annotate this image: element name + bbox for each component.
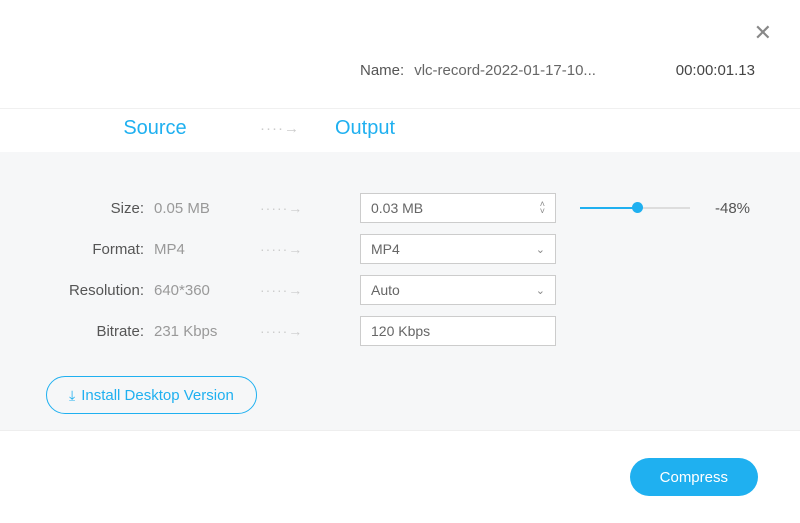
arrow-icon: ·····→ [260,282,360,298]
format-output-value: MP4 [371,241,400,257]
resolution-output-value: Auto [371,282,400,298]
bitrate-row: Bitrate: 231 Kbps ·····→ 120 Kbps [0,311,800,351]
format-output-select[interactable]: MP4 ⌄ [360,234,556,264]
source-header: Source [90,117,220,140]
download-icon: ⤓ [69,387,75,404]
format-source-value: MP4 [150,241,260,258]
output-header: Output [335,117,395,140]
slider-fill [580,207,637,209]
compress-button[interactable]: Compress [630,458,758,496]
resolution-source-value: 640*360 [150,282,260,299]
arrow-icon: ·····→ [260,323,360,339]
bitrate-label: Bitrate: [0,323,150,340]
stepper-icon: ˄˅ [540,201,545,215]
size-output-value: 0.03 MB [371,200,423,216]
install-desktop-label: Install Desktop Version [81,387,234,404]
columns-header: Source ····→ Output [0,108,800,152]
duration-value: 00:00:01.13 [676,62,770,79]
chevron-down-icon: ⌄ [536,243,545,256]
format-row: Format: MP4 ·····→ MP4 ⌄ [0,229,800,269]
install-desktop-button[interactable]: ⤓ Install Desktop Version [46,376,257,414]
settings-panel: Size: 0.05 MB ·····→ 0.03 MB ˄˅ -48% For… [0,152,800,430]
bitrate-source-value: 231 Kbps [150,323,260,340]
name-label: Name: [360,62,404,79]
close-icon[interactable]: ✕ [754,20,772,46]
arrow-icon: ·····→ [260,241,360,257]
bitrate-output-input[interactable]: 120 Kbps [360,316,556,346]
resolution-output-select[interactable]: Auto ⌄ [360,275,556,305]
footer: Compress [0,430,800,523]
size-output-stepper[interactable]: 0.03 MB ˄˅ [360,193,556,223]
size-slider[interactable] [580,206,690,210]
size-source-value: 0.05 MB [150,200,260,217]
file-name-row: Name: vlc-record-2022-01-17-10... 00:00:… [0,62,800,79]
slider-thumb[interactable] [632,202,643,213]
bitrate-output-value: 120 Kbps [371,323,430,339]
chevron-down-icon: ⌄ [536,284,545,297]
size-label: Size: [0,200,150,217]
size-delta-text: -48% [690,200,750,217]
arrow-icon: ····→ [260,120,300,137]
format-label: Format: [0,241,150,258]
resolution-row: Resolution: 640*360 ·····→ Auto ⌄ [0,270,800,310]
resolution-label: Resolution: [0,282,150,299]
size-row: Size: 0.05 MB ·····→ 0.03 MB ˄˅ -48% [0,188,800,228]
arrow-icon: ·····→ [260,200,360,216]
name-value: vlc-record-2022-01-17-10... [414,62,596,79]
